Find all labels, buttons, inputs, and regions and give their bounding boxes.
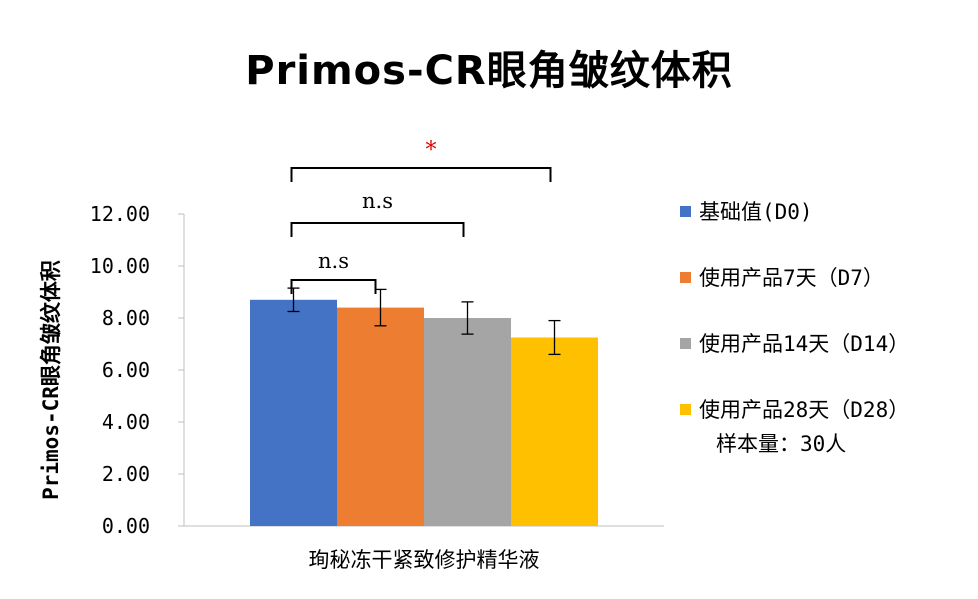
bar-2 xyxy=(424,318,511,526)
legend-item-d28: 使用产品28天（D28） xyxy=(680,376,909,442)
legend-item-d0: 基础值(D0) xyxy=(680,178,909,244)
legend-item-d14: 使用产品14天（D14） xyxy=(680,310,909,376)
legend-swatch-d28 xyxy=(680,403,691,415)
legend-swatch-d14 xyxy=(680,337,691,349)
y-tick-label: 4.00 xyxy=(102,410,150,434)
legend-swatch-d0 xyxy=(680,205,691,217)
legend-item-d7: 使用产品7天（D7） xyxy=(680,244,909,310)
legend-label-d0: 基础值(D0) xyxy=(699,200,813,224)
significance-label-1: n.s xyxy=(362,189,393,213)
significance-label-0: n.s xyxy=(318,249,349,273)
significance-bracket-2 xyxy=(290,167,552,182)
y-tick-label: 2.00 xyxy=(102,462,150,486)
y-tick-label: 10.00 xyxy=(90,254,150,278)
bar-1 xyxy=(337,307,424,526)
significance-bracket-0 xyxy=(290,279,377,294)
significance-bracket-1 xyxy=(290,222,465,237)
x-category-label: 珣秘冻干紧致修护精华液 xyxy=(309,548,540,572)
y-axis-label: Primos-CR眼角皱纹体积 xyxy=(39,260,63,500)
significance-label-2: * xyxy=(426,138,437,163)
y-tick-label: 6.00 xyxy=(102,358,150,382)
bar-3 xyxy=(511,337,598,526)
chart-title: Primos-CR眼角皱纹体积 xyxy=(245,48,733,94)
legend-label-d7: 使用产品7天（D7） xyxy=(699,266,884,290)
y-tick-label: 12.00 xyxy=(90,202,150,226)
legend-label-d14: 使用产品14天（D14） xyxy=(699,332,910,356)
legend-swatch-d7 xyxy=(680,271,691,283)
legend: 基础值(D0) 使用产品7天（D7） 使用产品14天（D14） 使用产品28天（… xyxy=(680,178,909,442)
y-tick-label: 0.00 xyxy=(102,514,150,538)
legend-label-d28: 使用产品28天（D28） xyxy=(699,398,910,422)
bar-0 xyxy=(250,299,337,526)
sample-size-note: 样本量：30人 xyxy=(716,432,847,456)
y-tick-label: 8.00 xyxy=(102,306,150,330)
